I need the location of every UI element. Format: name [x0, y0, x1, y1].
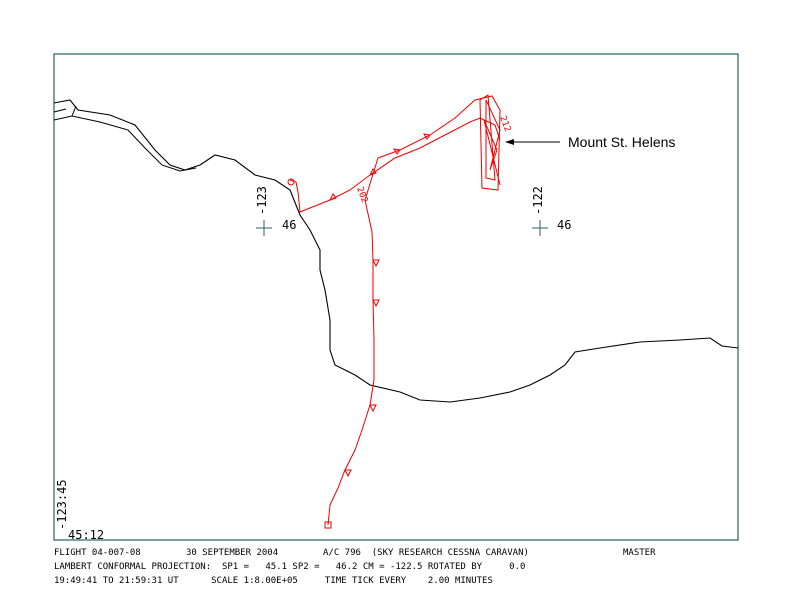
lat-label: 46	[557, 218, 571, 232]
lat-label: 46	[282, 218, 296, 232]
footer-projection: LAMBERT CONFORMAL PROJECTION: SP1 = 45.1…	[54, 562, 525, 572]
grid-crosses	[256, 220, 548, 236]
flight-track-2	[289, 117, 501, 213]
track-label: 202	[354, 186, 369, 205]
frame	[53, 53, 739, 541]
lon-label: -122	[531, 186, 545, 215]
river-bank	[53, 105, 197, 172]
flight-track	[327, 94, 501, 526]
footer-aircraft: A/C 796 (SKY RESEARCH CESSNA CARAVAN)	[323, 548, 529, 558]
annotation: Mount St. Helens	[568, 134, 675, 150]
start-marker	[287, 178, 295, 186]
footer-flight: FLIGHT 04-007-08	[54, 548, 141, 558]
footer-master: MASTER	[623, 548, 656, 558]
lon-label: -123	[255, 186, 269, 215]
arrow-head	[505, 139, 514, 145]
end-marker	[324, 521, 332, 529]
corner-lat: 45:12	[68, 528, 104, 542]
corner-lon: -123:45	[55, 479, 69, 530]
footer-date: 30 SEPTEMBER 2004	[186, 548, 278, 558]
river	[53, 99, 739, 403]
time-ticks	[329, 133, 431, 478]
footer-time: 19:49:41 TO 21:59:31 UT SCALE 1:8.00E+05…	[54, 576, 493, 586]
